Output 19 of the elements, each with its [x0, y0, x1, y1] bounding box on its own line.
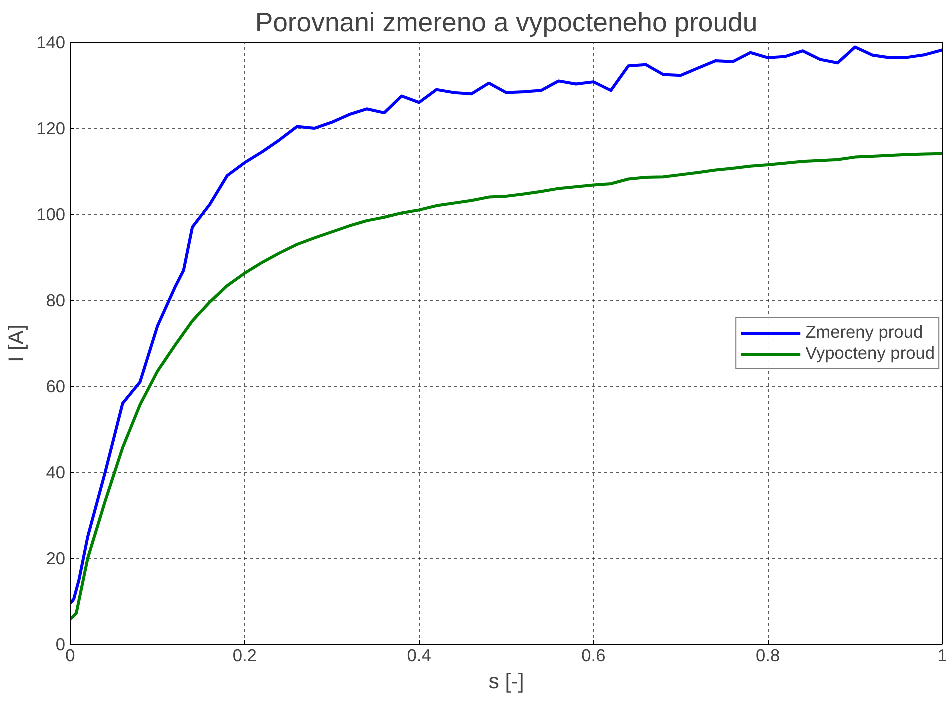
- x-tick-label: 0.2: [232, 646, 257, 666]
- x-tick-label: 0.6: [582, 646, 606, 666]
- y-tick-label: 120: [36, 118, 66, 138]
- legend-label: Zmereny proud: [806, 322, 924, 343]
- y-axis-title: I [A]: [4, 324, 29, 362]
- y-tick-label: 20: [46, 548, 66, 568]
- x-tick-label: 1: [938, 646, 948, 666]
- x-tick-label: 0.8: [756, 646, 780, 666]
- x-axis-title: s [-]: [488, 670, 524, 694]
- x-tick-label: 0.4: [407, 646, 432, 666]
- y-tick-label: 100: [36, 204, 66, 224]
- y-tick-label: 140: [36, 32, 66, 52]
- line-series: [70, 152, 942, 622]
- line-series: [70, 46, 942, 606]
- chart-title: Porovnani zmereno a vypocteneho proudu: [255, 8, 758, 38]
- y-tick-label: 80: [46, 290, 66, 310]
- legend-label: Vypocteny proud: [806, 343, 935, 364]
- y-tick-label: 60: [46, 376, 66, 396]
- y-tick-label: 40: [46, 462, 66, 482]
